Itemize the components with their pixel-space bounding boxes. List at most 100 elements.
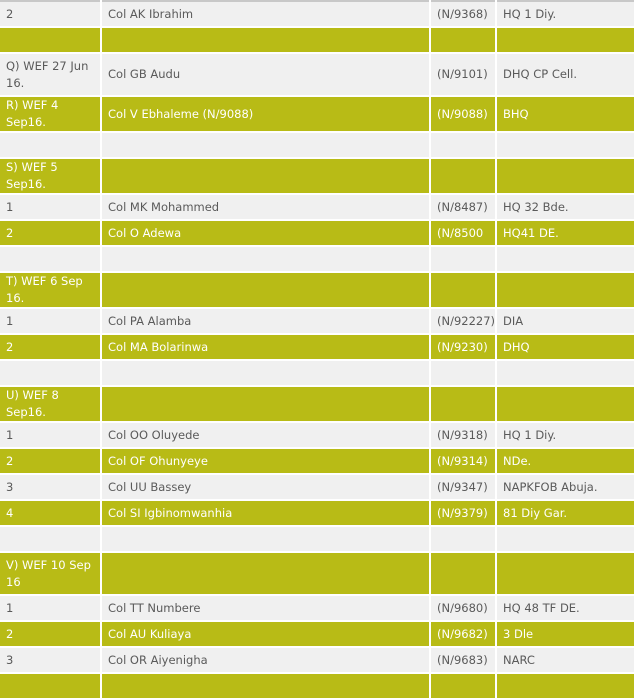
unit-cell: HQ 48 TF DE. bbox=[495, 595, 634, 622]
service-number-cell bbox=[429, 246, 497, 273]
officer-name-cell bbox=[100, 27, 431, 54]
service-number-cell bbox=[429, 27, 497, 54]
unit-cell: BHQ bbox=[495, 96, 634, 133]
table-row: 2 Col OF Ohunyeye (N/9314) NDe. bbox=[0, 448, 634, 475]
table-row bbox=[0, 246, 634, 273]
table-row: 1 Col TT Numbere (N/9680) HQ 48 TF DE. bbox=[0, 595, 634, 622]
service-number-cell: (N/92227) bbox=[429, 308, 497, 335]
officer-name-cell: Col UU Bassey bbox=[100, 474, 431, 501]
unit-cell bbox=[495, 132, 634, 159]
officer-name-cell: Col AU Kuliaya bbox=[100, 621, 431, 648]
service-number-cell bbox=[429, 673, 497, 700]
serial-cell: 1 bbox=[0, 422, 102, 449]
table-row: S) WEF 5 Sep16. bbox=[0, 158, 634, 195]
officer-name-cell bbox=[100, 673, 431, 700]
officer-name-cell: Col OF Ohunyeye bbox=[100, 448, 431, 475]
officer-name-cell bbox=[100, 272, 431, 309]
serial-cell: 3 bbox=[0, 647, 102, 674]
unit-cell: DHQ bbox=[495, 334, 634, 361]
table-row: Q) WEF 27 Jun 16. Col GB Audu (N/9101) DHQ … bbox=[0, 53, 634, 97]
serial-cell: T) WEF 6 Sep 16. bbox=[0, 272, 102, 309]
serial-cell: 2 bbox=[0, 1, 102, 28]
officer-name-cell: Col GB Audu bbox=[100, 53, 431, 97]
officer-name-cell bbox=[100, 526, 431, 553]
serial-cell bbox=[0, 246, 102, 273]
unit-cell: HQ 32 Bde. bbox=[495, 194, 634, 221]
officer-name-cell: Col MA Bolarinwa bbox=[100, 334, 431, 361]
table-row: R) WEF 4 Sep16. Col V Ebhaleme (N/9088) (N… bbox=[0, 96, 634, 133]
serial-cell: 4 bbox=[0, 500, 102, 527]
table-row: 4 Col SI Igbinomwanhia (N/9379) 81 Diy Gar. bbox=[0, 500, 634, 527]
serial-cell: 1 bbox=[0, 308, 102, 335]
service-number-cell: (N/9314) bbox=[429, 448, 497, 475]
officer-name-cell bbox=[100, 386, 431, 423]
table-row bbox=[0, 673, 634, 700]
service-number-cell: (N/9101) bbox=[429, 53, 497, 97]
unit-cell: HQ 1 Diy. bbox=[495, 1, 634, 28]
officer-name-cell: Col OO Oluyede bbox=[100, 422, 431, 449]
officer-name-cell bbox=[100, 360, 431, 387]
service-number-cell: (N/9088) bbox=[429, 96, 497, 133]
service-number-cell: (N/9379) bbox=[429, 500, 497, 527]
unit-cell bbox=[495, 27, 634, 54]
service-number-cell: (N/9318) bbox=[429, 422, 497, 449]
unit-cell bbox=[495, 526, 634, 553]
table-row bbox=[0, 132, 634, 159]
unit-cell bbox=[495, 272, 634, 309]
serial-cell bbox=[0, 526, 102, 553]
serial-cell: U) WEF 8 Sep16. bbox=[0, 386, 102, 423]
service-number-cell bbox=[429, 552, 497, 596]
serial-cell: 3 bbox=[0, 474, 102, 501]
table-row: 1 Col MK Mohammed (N/8487) HQ 32 Bde. bbox=[0, 194, 634, 221]
unit-cell: NARC bbox=[495, 647, 634, 674]
serial-cell: 2 bbox=[0, 334, 102, 361]
service-number-cell: (N/9680) bbox=[429, 595, 497, 622]
service-number-cell bbox=[429, 158, 497, 195]
service-number-cell: (N/8500 bbox=[429, 220, 497, 247]
officer-name-cell: Col MK Mohammed bbox=[100, 194, 431, 221]
table-row: 3 Col OR Aiyenigha (N/9683) NARC bbox=[0, 647, 634, 674]
unit-cell bbox=[495, 246, 634, 273]
officer-name-cell bbox=[100, 158, 431, 195]
unit-cell: DIA bbox=[495, 308, 634, 335]
unit-cell: NDe. bbox=[495, 448, 634, 475]
serial-cell bbox=[0, 360, 102, 387]
table-row: 3 Col UU Bassey (N/9347) NAPKFOB Abuja. bbox=[0, 474, 634, 501]
serial-cell bbox=[0, 673, 102, 700]
serial-cell: Q) WEF 27 Jun 16. bbox=[0, 53, 102, 97]
officer-name-cell: Col PA Alamba bbox=[100, 308, 431, 335]
officer-name-cell: Col O Adewa bbox=[100, 220, 431, 247]
table-row bbox=[0, 526, 634, 553]
unit-cell bbox=[495, 360, 634, 387]
serial-cell bbox=[0, 132, 102, 159]
serial-cell: S) WEF 5 Sep16. bbox=[0, 158, 102, 195]
table-row: 1 Col PA Alamba (N/92227) DIA bbox=[0, 308, 634, 335]
service-number-cell bbox=[429, 132, 497, 159]
officer-name-cell: Col AK Ibrahim bbox=[100, 1, 431, 28]
serial-cell: 2 bbox=[0, 448, 102, 475]
table-row: 2 Col O Adewa (N/8500 HQ41 DE. bbox=[0, 220, 634, 247]
unit-cell: HQ41 DE. bbox=[495, 220, 634, 247]
officer-name-cell: Col V Ebhaleme (N/9088) bbox=[100, 96, 431, 133]
unit-cell: HQ 1 Diy. bbox=[495, 422, 634, 449]
serial-cell: R) WEF 4 Sep16. bbox=[0, 96, 102, 133]
service-number-cell: (N/9682) bbox=[429, 621, 497, 648]
service-number-cell: (N/9347) bbox=[429, 474, 497, 501]
service-number-cell: (N/9230) bbox=[429, 334, 497, 361]
table-row: U) WEF 8 Sep16. bbox=[0, 386, 634, 423]
service-number-cell bbox=[429, 386, 497, 423]
serial-cell: V) WEF 10 Sep 16 bbox=[0, 552, 102, 596]
officer-name-cell: Col SI Igbinomwanhia bbox=[100, 500, 431, 527]
service-number-cell: (N/9683) bbox=[429, 647, 497, 674]
unit-cell bbox=[495, 158, 634, 195]
serial-cell: 2 bbox=[0, 220, 102, 247]
unit-cell bbox=[495, 552, 634, 596]
unit-cell: NAPKFOB Abuja. bbox=[495, 474, 634, 501]
table-row: V) WEF 10 Sep 16 bbox=[0, 552, 634, 596]
serial-cell bbox=[0, 27, 102, 54]
officer-name-cell bbox=[100, 132, 431, 159]
serial-cell: 2 bbox=[0, 621, 102, 648]
unit-cell bbox=[495, 386, 634, 423]
serial-cell: 1 bbox=[0, 595, 102, 622]
table-row: 2 Col MA Bolarinwa (N/9230) DHQ bbox=[0, 334, 634, 361]
